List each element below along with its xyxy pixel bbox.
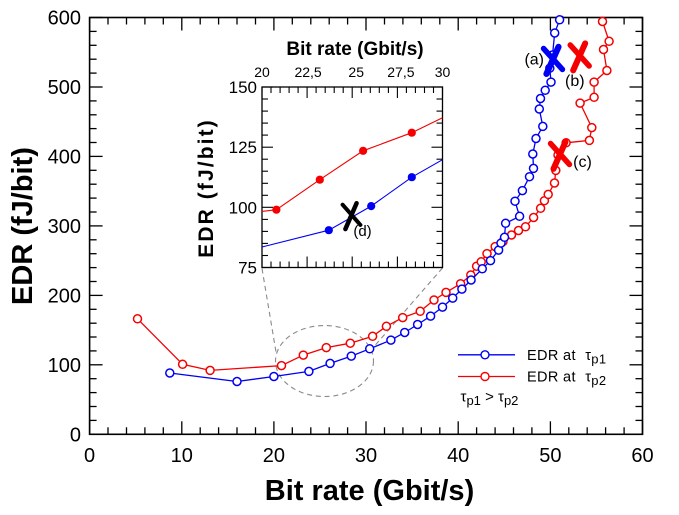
svg-text:20: 20 [263,445,285,467]
svg-text:500: 500 [48,77,81,99]
svg-text:60: 60 [631,445,653,467]
svg-text:75: 75 [238,259,257,278]
svg-text:(d): (d) [353,223,371,240]
svg-text:27,5: 27,5 [387,64,414,80]
svg-text:0: 0 [70,424,81,446]
svg-text:40: 40 [447,445,469,467]
svg-text:EDR (fJ/bit): EDR (fJ/bit) [7,147,39,305]
svg-text:10: 10 [171,445,193,467]
svg-text:25: 25 [348,64,364,80]
svg-text:100: 100 [48,355,81,377]
svg-text:30: 30 [355,445,377,467]
svg-text:Bit rate (Gbit/s): Bit rate (Gbit/s) [286,39,423,60]
svg-text:τp1 > τp2: τp1 > τp2 [461,389,519,409]
svg-text:600: 600 [48,8,81,30]
svg-text:150: 150 [229,78,257,97]
svg-text:300: 300 [48,216,81,238]
svg-text:(c): (c) [573,154,592,171]
svg-text:(b): (b) [565,73,585,90]
svg-text:200: 200 [48,285,81,307]
svg-text:(a): (a) [524,52,544,69]
svg-text:EDR at τp2: EDR at τp2 [527,370,606,389]
svg-text:EDR at τp1: EDR at τp1 [527,348,606,367]
svg-text:100: 100 [229,198,257,217]
svg-text:EDR (fJ/bit): EDR (fJ/bit) [195,118,218,258]
svg-text:400: 400 [48,146,81,168]
svg-text:Bit rate (Gbit/s): Bit rate (Gbit/s) [265,475,474,507]
svg-text:125: 125 [229,138,257,157]
svg-text:50: 50 [539,445,561,467]
svg-text:30: 30 [435,64,451,80]
svg-text:20: 20 [254,64,270,80]
svg-text:22,5: 22,5 [294,64,321,80]
svg-text:0: 0 [84,445,95,467]
